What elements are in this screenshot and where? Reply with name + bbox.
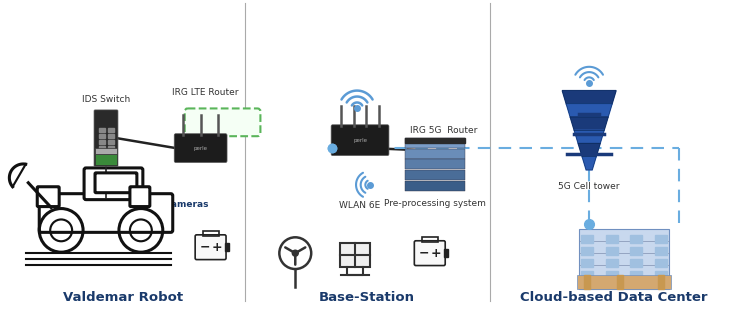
Polygon shape: [579, 144, 600, 157]
Text: Base-Station: Base-Station: [319, 291, 415, 304]
Bar: [606, 271, 618, 279]
Polygon shape: [582, 157, 596, 170]
Text: Valdemar Robot: Valdemar Robot: [63, 291, 183, 304]
Bar: [108, 140, 114, 144]
FancyBboxPatch shape: [331, 125, 389, 156]
Text: VPN LTE: VPN LTE: [199, 117, 246, 127]
Text: 5G Cell tower: 5G Cell tower: [559, 182, 620, 191]
Bar: [606, 235, 618, 243]
Bar: [630, 271, 643, 279]
FancyBboxPatch shape: [185, 108, 260, 136]
FancyBboxPatch shape: [340, 243, 370, 267]
FancyBboxPatch shape: [95, 153, 117, 165]
FancyBboxPatch shape: [414, 241, 445, 266]
Text: IRG 5G  Router: IRG 5G Router: [410, 126, 478, 135]
FancyBboxPatch shape: [130, 187, 150, 207]
Bar: [203, 231, 219, 236]
Text: perle: perle: [353, 138, 367, 143]
Polygon shape: [574, 130, 604, 144]
Polygon shape: [570, 117, 608, 130]
Text: perle: perle: [194, 146, 208, 151]
FancyBboxPatch shape: [405, 149, 464, 158]
Bar: [444, 249, 447, 257]
FancyBboxPatch shape: [577, 275, 671, 289]
Bar: [581, 235, 593, 243]
Text: Cloud-based Data Center: Cloud-based Data Center: [520, 291, 708, 304]
Text: Sensors & cameras: Sensors & cameras: [111, 200, 209, 209]
Text: −: −: [419, 247, 429, 260]
FancyBboxPatch shape: [405, 138, 464, 148]
Text: −: −: [200, 241, 210, 254]
FancyBboxPatch shape: [94, 110, 118, 166]
FancyBboxPatch shape: [579, 230, 669, 289]
Bar: [606, 247, 618, 255]
Bar: [630, 247, 643, 255]
Circle shape: [293, 250, 298, 256]
FancyBboxPatch shape: [174, 134, 227, 163]
Bar: [581, 259, 593, 267]
FancyBboxPatch shape: [39, 194, 172, 232]
Polygon shape: [566, 104, 612, 117]
Bar: [108, 128, 114, 132]
Text: Pre-processing system: Pre-processing system: [384, 199, 486, 208]
Bar: [655, 259, 667, 267]
Text: IRG LTE Router: IRG LTE Router: [172, 87, 239, 97]
FancyBboxPatch shape: [95, 148, 117, 153]
FancyBboxPatch shape: [405, 171, 464, 180]
Bar: [655, 271, 667, 279]
Bar: [99, 134, 105, 138]
Bar: [655, 235, 667, 243]
Bar: [630, 235, 643, 243]
Bar: [581, 271, 593, 279]
FancyBboxPatch shape: [38, 187, 59, 207]
Bar: [99, 146, 105, 150]
FancyBboxPatch shape: [405, 159, 464, 169]
Bar: [658, 275, 664, 289]
Bar: [422, 237, 438, 242]
FancyBboxPatch shape: [405, 181, 464, 191]
Polygon shape: [562, 91, 616, 104]
Bar: [655, 247, 667, 255]
Bar: [225, 243, 228, 251]
Bar: [581, 247, 593, 255]
FancyBboxPatch shape: [95, 173, 137, 193]
Text: IDS Switch: IDS Switch: [82, 95, 130, 105]
FancyBboxPatch shape: [195, 235, 226, 260]
Bar: [108, 146, 114, 150]
Bar: [617, 275, 623, 289]
Bar: [630, 259, 643, 267]
Bar: [99, 128, 105, 132]
Bar: [405, 138, 464, 143]
Bar: [108, 134, 114, 138]
Text: +: +: [212, 241, 222, 254]
FancyBboxPatch shape: [84, 168, 143, 200]
Bar: [99, 140, 105, 144]
Bar: [606, 259, 618, 267]
Text: +: +: [430, 247, 441, 260]
Bar: [584, 275, 590, 289]
Text: WLAN 6E: WLAN 6E: [340, 201, 380, 210]
